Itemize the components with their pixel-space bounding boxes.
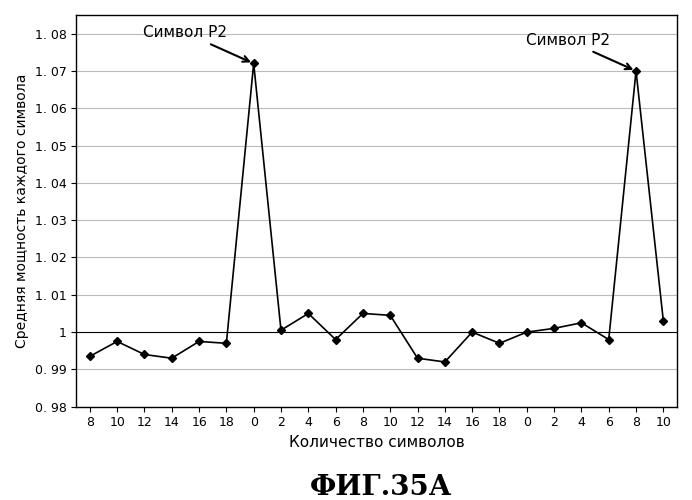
Text: ФИГ.35А: ФИГ.35А bbox=[309, 474, 452, 500]
Text: Символ Р2: Символ Р2 bbox=[526, 33, 631, 69]
X-axis label: Количество символов: Количество символов bbox=[289, 435, 464, 450]
Y-axis label: Средняя мощность каждого символа: Средняя мощность каждого символа bbox=[15, 74, 29, 348]
Text: Символ Р2: Символ Р2 bbox=[143, 26, 249, 62]
